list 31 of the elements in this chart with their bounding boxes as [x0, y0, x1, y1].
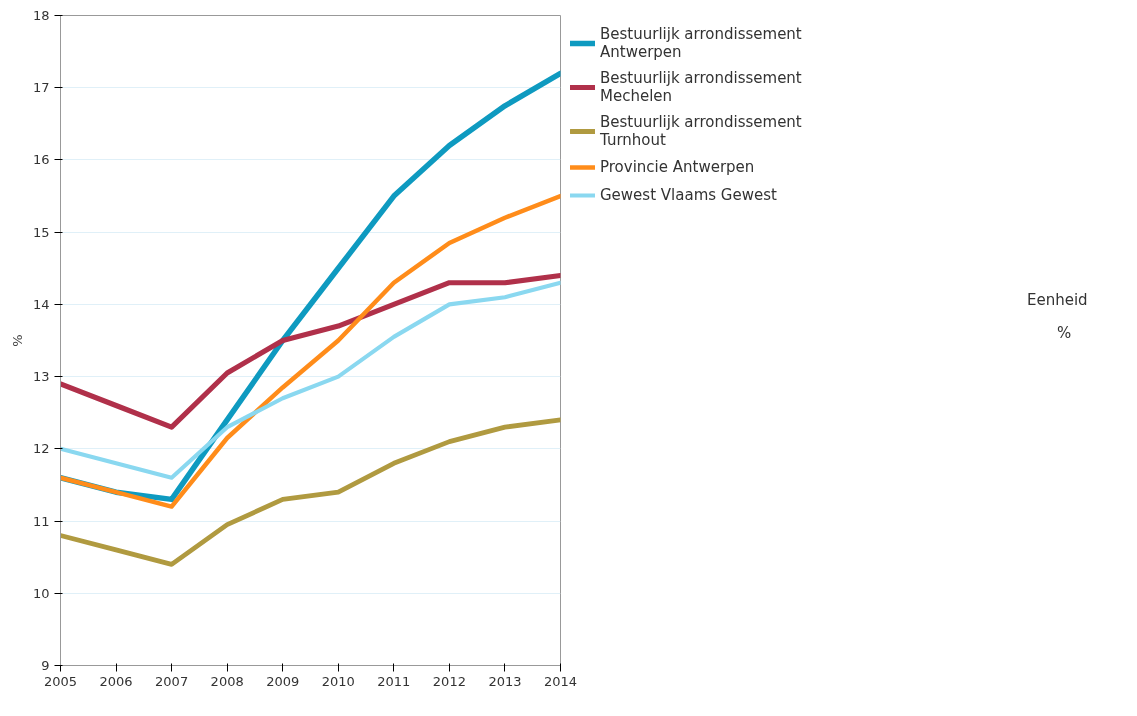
- y-tick-label: 11: [32, 513, 50, 529]
- y-tick-label: 9: [41, 658, 50, 673]
- legend-label: Bestuurlijk arrondissement Antwerpen: [600, 25, 802, 61]
- x-tick-label: 2011: [377, 673, 411, 689]
- y-tick-label: 18: [32, 8, 50, 23]
- x-tick-label: 2014: [543, 673, 578, 689]
- y-tick-label: 10: [32, 585, 50, 601]
- x-tick-label: 2007: [155, 673, 189, 689]
- legend-label: Bestuurlijk arrondissement Mechelen: [600, 69, 802, 105]
- text: Eenheid: [1027, 290, 1088, 311]
- y-tick-label: 14: [32, 296, 50, 312]
- line-series: [60, 280, 561, 480]
- y-tick-label: 17: [32, 80, 50, 96]
- y-tick-label: 12: [32, 441, 50, 457]
- x-tick-label: 2009: [266, 673, 300, 689]
- x-tick-label: 2005: [43, 673, 78, 689]
- x-tick-label: 2008: [210, 673, 244, 689]
- legend-label: Bestuurlijk arrondissement Turnhout: [600, 113, 802, 149]
- x-tick-label: 2010: [321, 673, 355, 689]
- x-tick-label: 2012: [432, 673, 466, 689]
- text: %: [1057, 323, 1073, 345]
- y-tick-label: 16: [32, 152, 50, 168]
- x-tick-label: 2013: [488, 673, 522, 689]
- y-tick-label: 15: [32, 224, 50, 240]
- legend-label: Gewest Vlaams Gewest: [600, 186, 777, 204]
- y-axis-title: %: [9, 334, 25, 347]
- line-series: [60, 417, 561, 567]
- x-tick-label: 2006: [99, 673, 133, 689]
- legend-label: Provincie Antwerpen: [600, 158, 755, 176]
- y-tick-label: 13: [32, 369, 50, 385]
- line-series: [60, 193, 561, 509]
